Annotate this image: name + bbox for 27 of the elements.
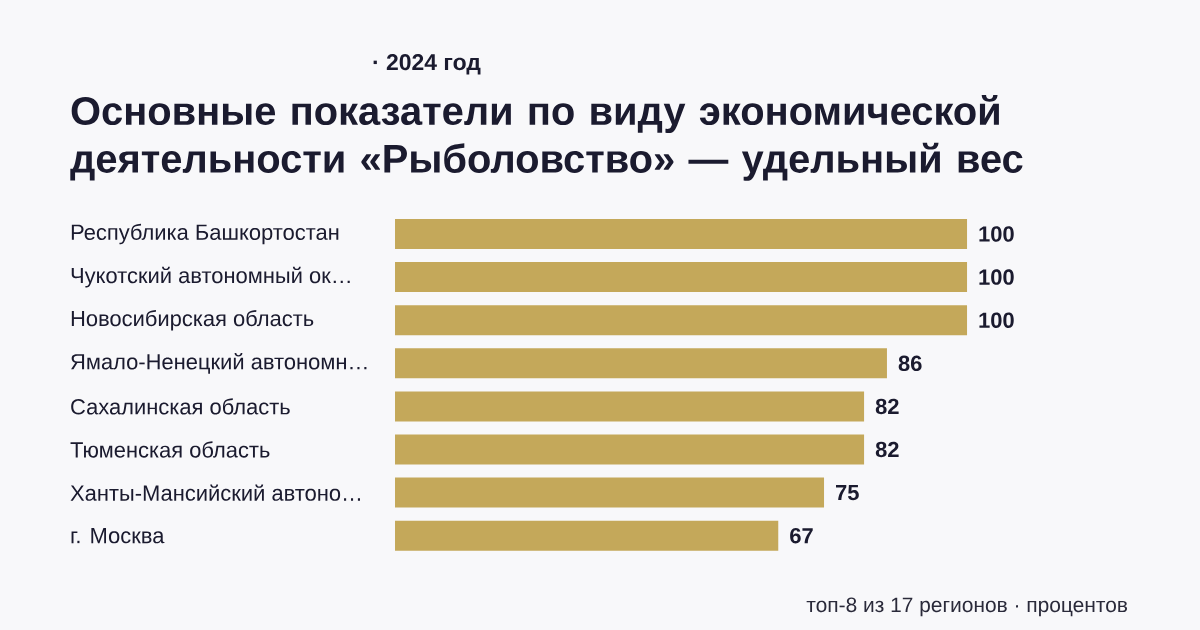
bar xyxy=(395,262,968,293)
chart-subtitle: · 2024 год xyxy=(373,54,481,75)
text: топ-8 из 17 регионов · процентов xyxy=(806,597,1128,617)
bar xyxy=(395,391,865,422)
y-tick-label: Республика Башкортостан xyxy=(71,223,339,245)
bar xyxy=(395,477,825,508)
chart-title: Основные показатели по виду экономической деятельности «Рыболовство» — удельный вес xyxy=(70,95,1023,181)
y-tick-label: Ханты-Мансийский автоно… xyxy=(70,484,360,501)
y-tick-label: Чукотский автономный ок… xyxy=(71,266,350,288)
data-label: 100 xyxy=(979,269,1014,285)
data-label: 82 xyxy=(875,441,899,458)
data-label: 86 xyxy=(898,355,922,372)
data-label: 67 xyxy=(790,527,813,544)
bar xyxy=(395,434,865,465)
data-label: 100 xyxy=(979,226,1014,242)
bar xyxy=(395,305,968,336)
y-tick-label: Сахалинская область xyxy=(71,398,290,415)
data-label: 75 xyxy=(836,484,859,501)
data-label: 100 xyxy=(979,312,1014,328)
y-tick-label: Новосибирская область xyxy=(71,309,314,331)
y-tick-label: Тюменская область xyxy=(70,441,270,458)
y-tick-label: Ямало-Ненецкий автономн… xyxy=(71,353,367,374)
bar xyxy=(395,348,887,379)
bar xyxy=(395,520,779,551)
data-label: 82 xyxy=(875,398,899,415)
bar xyxy=(395,219,968,250)
y-tick-label: г. Москва xyxy=(71,528,165,544)
